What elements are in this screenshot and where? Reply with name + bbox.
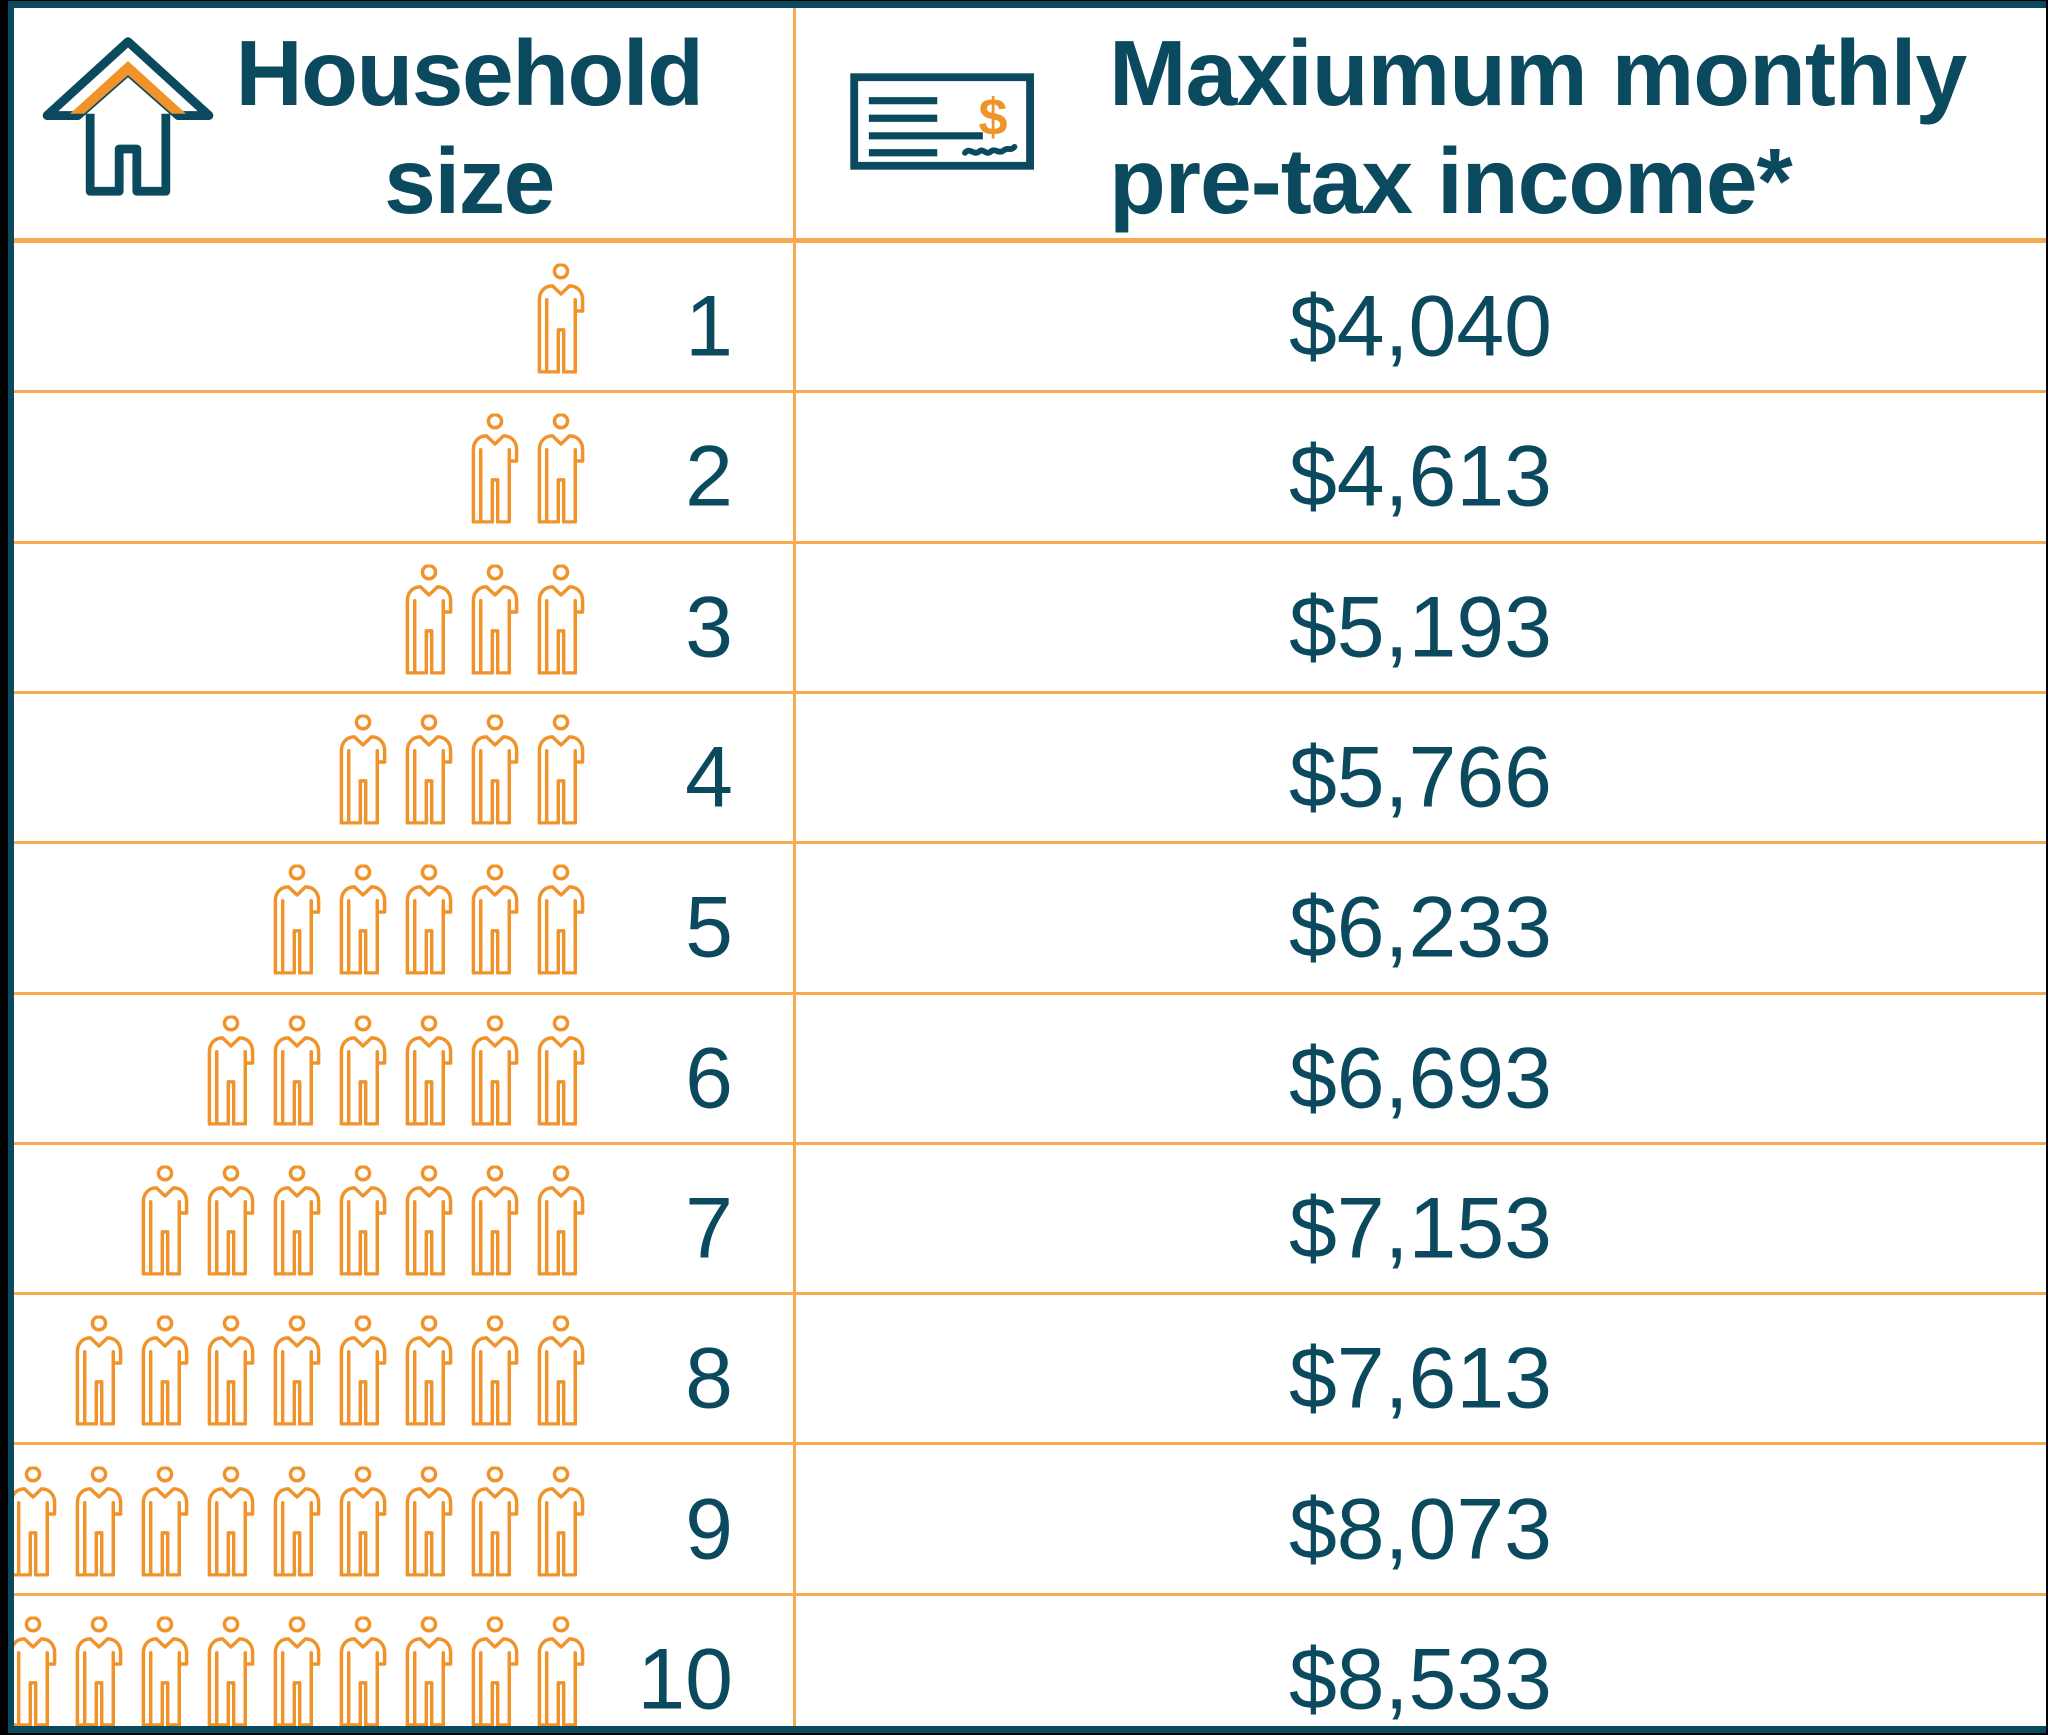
- svg-text:$: $: [978, 89, 1007, 147]
